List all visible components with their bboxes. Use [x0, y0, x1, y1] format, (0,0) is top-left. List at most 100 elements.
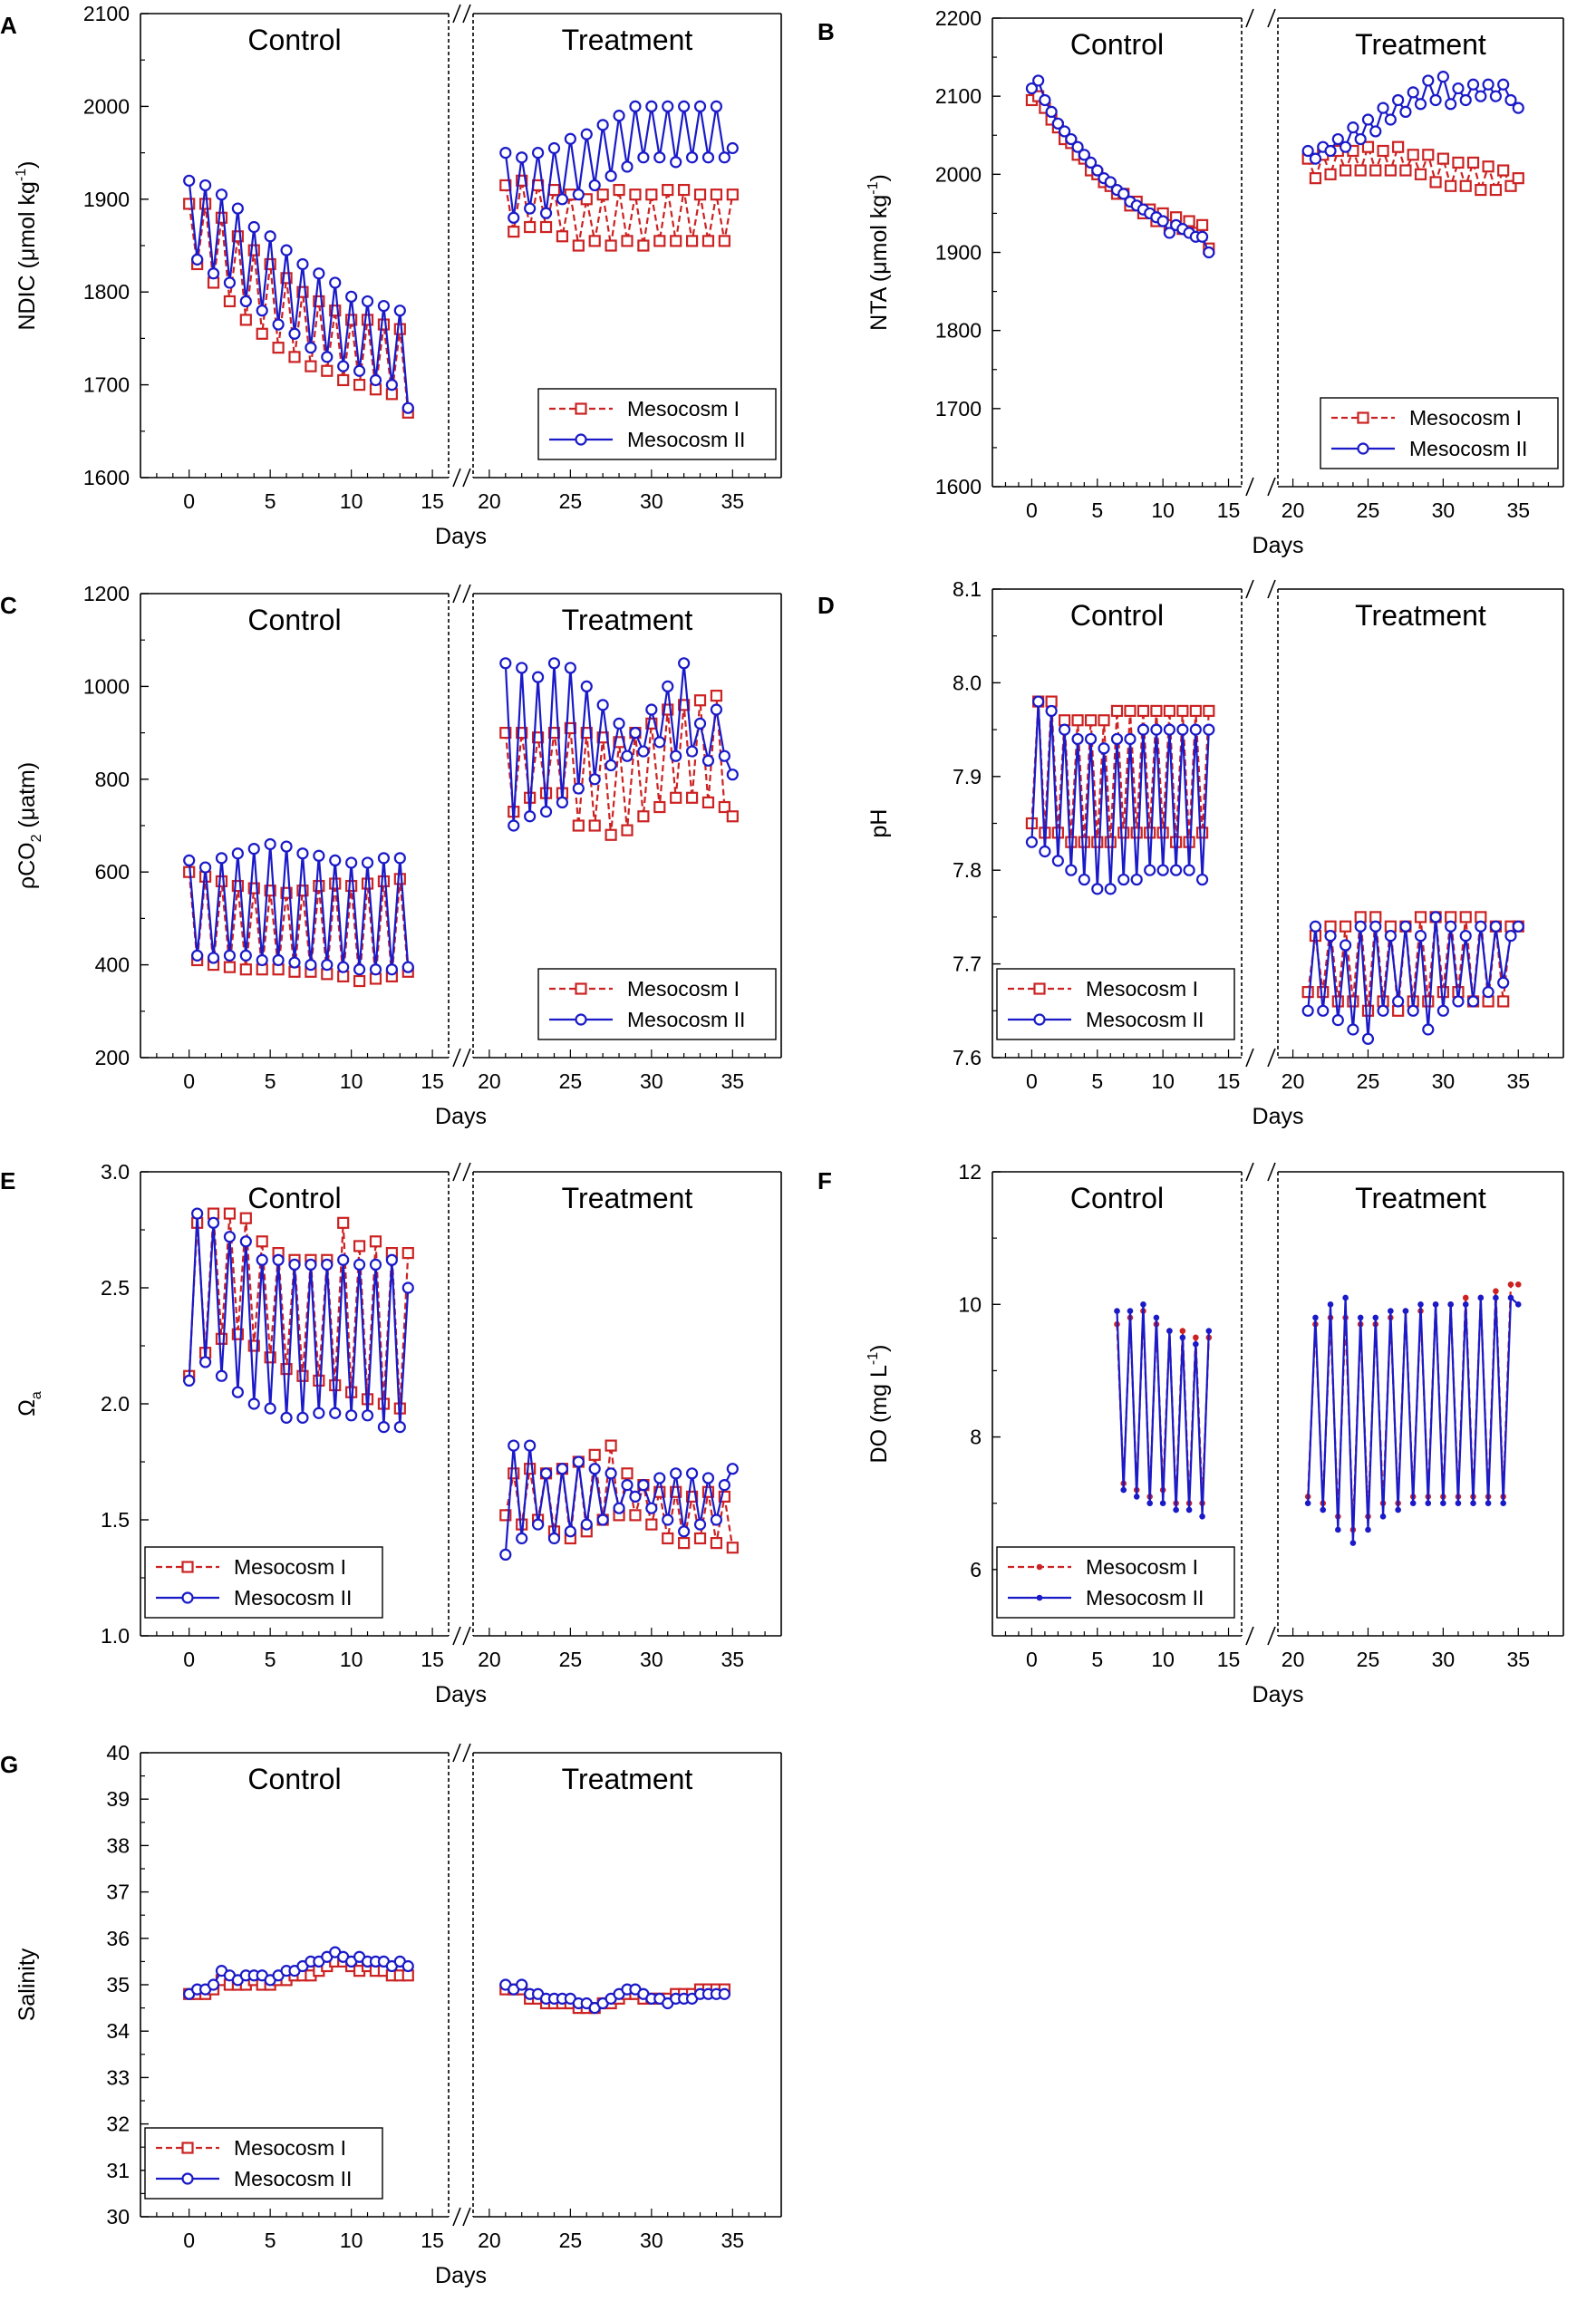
y-tick-label: 800 [95, 768, 130, 791]
treatment-point-mesocosm-ii [670, 156, 682, 169]
treatment-point-mesocosm-ii [539, 1467, 553, 1480]
axis-break-slash [452, 584, 461, 604]
treatment-point-mesocosm-ii [1422, 74, 1435, 87]
panel-f: F 6 8 10 12 0 5 10 15 20 25 30 35 Days DO (mg L-1) Cont… [817, 1160, 1564, 1707]
control-point-mesocosm-i [223, 295, 237, 308]
control-point-mesocosm-ii [1183, 864, 1195, 876]
legend-marker-mesocosm-i [1033, 982, 1046, 995]
legend-label: Mesocosm I [627, 977, 740, 1001]
control-point-mesocosm-i [353, 379, 366, 392]
x-tick-label: 5 [1091, 1069, 1103, 1093]
treatment-point-mesocosm-ii [1497, 976, 1510, 989]
control-point-mesocosm-ii [1065, 864, 1078, 876]
treatment-point-mesocosm-ii [1477, 1294, 1485, 1301]
axis-break-slash [1245, 1162, 1254, 1182]
treatment-point-mesocosm-ii [1349, 1540, 1357, 1546]
treatment-point-mesocosm-ii [1304, 1500, 1311, 1507]
control-point-mesocosm-i [247, 244, 260, 256]
treatment-point-mesocosm-i [1309, 172, 1322, 185]
treatment-point-mesocosm-ii [637, 1478, 650, 1492]
control-point-mesocosm-ii [1166, 1328, 1173, 1334]
x-tick-label: 10 [340, 1069, 363, 1093]
treatment-point-mesocosm-i [499, 726, 512, 740]
x-tick-label: 5 [265, 489, 276, 513]
control-point-mesocosm-ii [305, 1258, 317, 1272]
axis-break-slash [1245, 1048, 1254, 1068]
treatment-point-mesocosm-ii [685, 1467, 699, 1480]
control-point-mesocosm-ii [305, 958, 317, 972]
treatment-point-mesocosm-ii [564, 1525, 576, 1538]
treatment-point-mesocosm-ii [1440, 1500, 1446, 1507]
control-point-mesocosm-i [1189, 704, 1202, 718]
treatment-point-mesocosm-i [605, 1439, 617, 1452]
control-series-line-mesocosm-ii [188, 1214, 410, 1427]
control-series-line-mesocosm-ii [188, 180, 410, 409]
treatment-point-mesocosm-ii [1489, 920, 1502, 933]
y-tick-label: 2000 [935, 162, 982, 186]
control-point-mesocosm-ii [191, 1207, 204, 1220]
axis-break-gap [450, 2215, 471, 2219]
control-point-mesocosm-ii [1045, 704, 1058, 718]
treatment-point-mesocosm-i [645, 1518, 658, 1531]
y-axis-label: Salinity [15, 1948, 40, 2021]
x-tick-label: 30 [640, 1648, 663, 1671]
treatment-point-mesocosm-i [588, 819, 601, 832]
control-point-mesocosm-i [353, 974, 366, 988]
y-tick-label: 1700 [83, 373, 130, 397]
x-tick-label: 25 [559, 1648, 583, 1671]
treatment-point-mesocosm-ii [1414, 98, 1427, 111]
control-point-mesocosm-i [313, 295, 325, 308]
y-tick-label: 2100 [83, 2, 130, 25]
treatment-point-mesocosm-ii [1402, 1308, 1409, 1314]
treatment-point-mesocosm-ii [1482, 78, 1494, 91]
treatment-point-mesocosm-ii [670, 749, 682, 762]
treatment-point-mesocosm-i [629, 1509, 642, 1522]
treatment-point-mesocosm-ii [1475, 920, 1487, 933]
treatment-point-mesocosm-ii [1324, 144, 1337, 158]
treatment-point-mesocosm-i [726, 1542, 739, 1554]
axis-break-slash [1267, 1626, 1276, 1646]
control-point-mesocosm-ii [191, 949, 204, 962]
treatment-point-mesocosm-i [1475, 183, 1487, 197]
y-axis-label: DO (mg L-1) [866, 1345, 892, 1464]
control-point-mesocosm-ii [313, 267, 325, 280]
control-point-mesocosm-i [353, 1240, 366, 1252]
control-point-mesocosm-ii [1120, 1486, 1127, 1494]
legend-marker-mesocosm-ii [181, 1591, 194, 1604]
control-point-mesocosm-i [1156, 827, 1169, 839]
y-tick-label: 2.0 [101, 1392, 130, 1416]
treatment-point-mesocosm-ii [516, 1532, 528, 1545]
treatment-point-mesocosm-ii [508, 1439, 520, 1452]
axis-break-slash [452, 4, 461, 24]
treatment-point-mesocosm-ii [710, 100, 723, 113]
treatment-point-mesocosm-ii [726, 1463, 739, 1475]
treatment-point-mesocosm-ii [1466, 78, 1480, 91]
y-tick-label: 1800 [935, 319, 982, 343]
axis-break-slash [462, 1162, 471, 1182]
treatment-point-mesocosm-ii [613, 110, 625, 122]
control-point-mesocosm-i [296, 285, 309, 298]
legend-label: Mesocosm II [1086, 1586, 1204, 1610]
treatment-point-mesocosm-ii [1455, 1500, 1462, 1507]
treatment-point-mesocosm-ii [621, 1478, 634, 1492]
control-point-mesocosm-ii [321, 958, 334, 972]
treatment-point-mesocosm-ii [693, 100, 707, 113]
treatment-point-mesocosm-ii [1417, 1301, 1424, 1308]
treatment-title: Treatment [1355, 599, 1486, 632]
y-tick-label: 1600 [83, 466, 130, 489]
treatment-point-mesocosm-ii [499, 657, 512, 670]
legend-label: Mesocosm I [627, 397, 740, 421]
control-point-mesocosm-ii [345, 1409, 358, 1422]
control-point-mesocosm-ii [183, 1374, 196, 1388]
treatment-point-mesocosm-ii [726, 769, 739, 781]
y-tick-label: 8 [970, 1426, 982, 1449]
control-point-mesocosm-ii [215, 189, 228, 201]
legend-box [996, 1546, 1235, 1619]
control-point-mesocosm-ii [377, 1420, 391, 1434]
axis-break-slash [452, 1743, 461, 1763]
control-point-mesocosm-i [345, 879, 358, 893]
control-point-mesocosm-i [1051, 827, 1064, 839]
control-point-mesocosm-i [377, 875, 391, 888]
control-point-mesocosm-ii [1163, 227, 1175, 239]
treatment-point-mesocosm-i [547, 183, 561, 197]
